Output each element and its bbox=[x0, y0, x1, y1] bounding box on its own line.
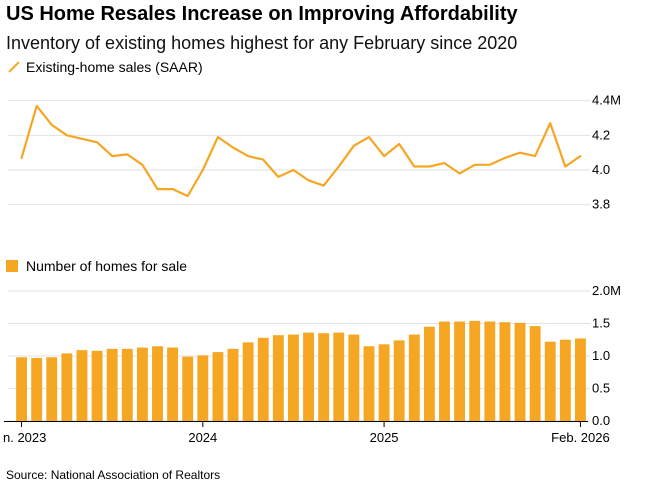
bar-y-tick-label: 1.0 bbox=[592, 348, 610, 363]
homes-for-sale-bar bbox=[212, 352, 224, 421]
chart-subtitle: Inventory of existing homes highest for … bbox=[6, 33, 518, 53]
homes-for-sale-bar bbox=[91, 350, 103, 421]
line-y-tick-label: 4.2 bbox=[592, 127, 610, 142]
legend-existing-home-sales: Existing-home sales (SAAR) bbox=[6, 59, 203, 75]
homes-for-sale-bar bbox=[514, 322, 526, 421]
homes-for-sale-bar bbox=[454, 321, 466, 421]
source-note: Source: National Association of Realtors bbox=[6, 468, 221, 482]
line-y-tick-label: 4.0 bbox=[592, 162, 610, 177]
homes-for-sale-bar bbox=[167, 347, 179, 421]
bar-y-tick-label: 0.5 bbox=[592, 381, 610, 396]
homes-for-sale-bar bbox=[333, 332, 345, 421]
homes-for-sale-bar bbox=[106, 348, 118, 421]
homes-for-sale-bar bbox=[288, 334, 299, 421]
homes-for-sale-bar bbox=[46, 357, 58, 421]
homes-for-sale-bar bbox=[227, 348, 239, 421]
x-axis-tick-label: Feb. 2026 bbox=[551, 430, 610, 445]
chart-title: US Home Resales Increase on Improving Af… bbox=[6, 3, 518, 25]
homes-for-sale-bar bbox=[31, 357, 43, 421]
homes-for-sale-bar bbox=[121, 348, 133, 421]
homes-for-sale-bar bbox=[363, 346, 375, 421]
homes-for-sale-bar bbox=[242, 342, 254, 421]
homes-for-sale-bar bbox=[469, 320, 481, 421]
homes-for-sale-bar bbox=[348, 334, 360, 421]
homes-for-sale-bar bbox=[318, 333, 330, 421]
homes-for-sale-bar bbox=[303, 332, 314, 421]
homes-for-sale-bar bbox=[544, 341, 556, 421]
homes-for-sale-bar bbox=[575, 338, 586, 421]
legend-homes-for-sale: Number of homes for sale bbox=[6, 258, 187, 274]
legend-bar-label: Number of homes for sale bbox=[26, 258, 188, 274]
bar-legend-icon bbox=[6, 260, 18, 272]
homes-for-sale-bar bbox=[257, 337, 269, 421]
x-axis-tick-label: 2024 bbox=[188, 430, 217, 445]
homes-for-sale-bar bbox=[16, 357, 27, 421]
homes-for-sale-bar bbox=[197, 355, 209, 421]
line-y-tick-label: 4.4M bbox=[592, 93, 621, 108]
homes-for-sale-bar bbox=[484, 321, 496, 421]
homes-for-sale-bar bbox=[152, 346, 163, 421]
homes-for-sale-bar bbox=[423, 326, 435, 421]
bar-y-tick-label: 2.0M bbox=[592, 283, 621, 298]
homes-for-sale-bar bbox=[61, 353, 73, 421]
line-y-tick-label: 3.8 bbox=[592, 197, 610, 212]
homes-for-sale-bar bbox=[439, 321, 450, 421]
homes-for-sale-bar bbox=[136, 347, 148, 421]
homes-for-sale-bar bbox=[76, 350, 88, 421]
homes-for-sale-bar bbox=[559, 339, 571, 421]
homes-for-sale-bar bbox=[408, 334, 420, 421]
bar-y-tick-label: 0.0 bbox=[592, 413, 610, 428]
homes-for-sale-bar bbox=[182, 356, 194, 421]
x-axis-tick-label: 2025 bbox=[370, 430, 399, 445]
x-axis-tick-label: n. 2023 bbox=[3, 430, 46, 445]
homes-for-sale-bar bbox=[272, 335, 284, 421]
legend-line-label: Existing-home sales (SAAR) bbox=[26, 59, 203, 75]
homes-for-sale-bar bbox=[393, 340, 405, 421]
bar-y-tick-label: 1.5 bbox=[592, 316, 610, 331]
homes-for-sale-bar bbox=[378, 344, 390, 421]
homes-for-sale-bar bbox=[529, 326, 541, 421]
homes-for-sale-bar bbox=[499, 322, 511, 421]
existing-home-sales-series-line bbox=[20, 104, 582, 198]
